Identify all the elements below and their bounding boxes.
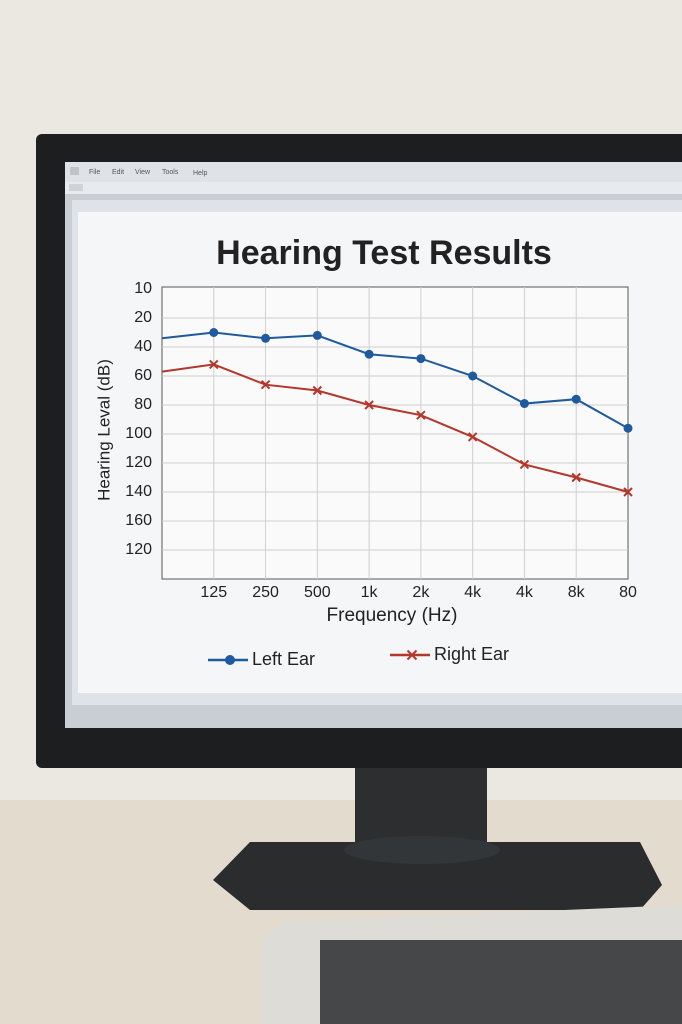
legend-label: Left Ear [252,649,315,669]
data-point [416,354,426,364]
menu-item[interactable]: Help [193,170,208,177]
legend-marker [406,649,418,661]
x-tick-label: 125 [200,584,227,601]
x-axis-label: Frequency (Hz) [327,605,458,626]
menu-item[interactable]: Edit [112,169,124,176]
data-point [623,423,633,433]
plot-area [161,286,629,580]
menu-bar [65,162,682,182]
menu-item[interactable]: Tools [162,169,179,176]
data-point [623,487,633,497]
y-tick-label: 60 [134,367,152,384]
data-point [312,385,323,396]
y-tick-label: 120 [125,454,152,471]
x-tick-label: 2k [412,584,430,601]
menu-item[interactable]: File [89,169,100,176]
toolbar-button[interactable] [69,184,83,191]
x-tick-label: 1k [361,584,379,601]
data-point [261,333,271,343]
y-tick-label: 100 [125,425,152,442]
data-point [571,394,581,404]
x-tick-label: 500 [304,584,331,601]
stand-base [213,842,662,910]
data-point [468,371,478,381]
data-line [161,331,629,430]
y-axis-label: Hearing Leval (dB) [94,359,113,501]
legend-marker [225,655,235,665]
x-tick-label: 80 [619,584,637,601]
x-tick-label: 4k [464,584,482,601]
y-tick-label: 80 [134,396,152,413]
y-tick-label: 140 [125,483,152,500]
data-point [364,349,374,359]
x-tick-label: 250 [252,584,279,601]
y-tick-label: 20 [134,309,152,326]
data-line [161,363,629,493]
chart-title: Hearing Test Results [216,234,552,272]
window-icon [70,167,79,175]
data-point [312,330,322,340]
y-tick-label: 40 [134,338,152,355]
data-point [209,359,219,370]
keyboard [263,905,682,1024]
legend-label: Right Ear [434,644,509,664]
data-point [209,328,219,337]
data-point [364,400,374,410]
stand-joint [344,836,500,864]
data-point [416,410,426,420]
y-tick-label: 160 [125,512,152,529]
data-point [260,379,271,390]
x-tick-label: 4k [516,584,534,601]
y-tick-label: 10 [134,280,152,297]
toolbar [65,182,682,194]
data-point [571,472,581,483]
menu-item[interactable]: View [135,169,151,176]
data-point [519,399,529,409]
x-tick-label: 8k [568,584,586,601]
data-point [519,459,530,470]
data-point [467,432,478,442]
y-tick-label: 120 [125,541,152,558]
